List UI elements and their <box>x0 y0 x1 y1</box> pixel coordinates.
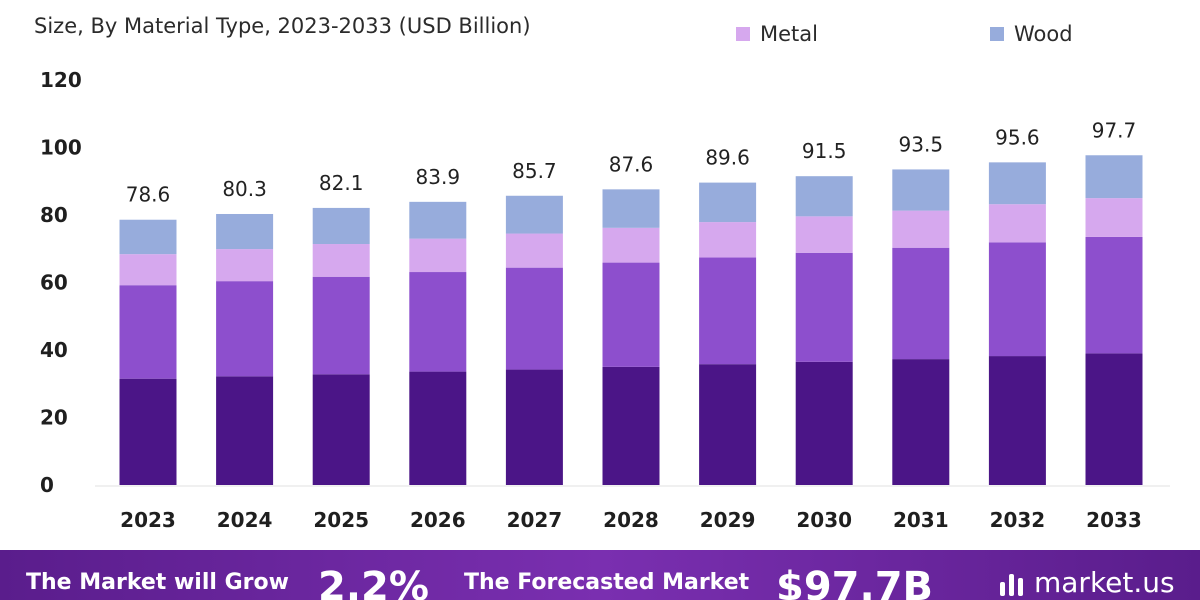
footer-forecast-value: $97.7B <box>776 564 934 600</box>
x-tick-label: 2026 <box>410 508 466 532</box>
bar-segment <box>1085 155 1143 199</box>
y-tick-label: 120 <box>40 68 82 92</box>
bar-segment <box>699 222 757 258</box>
bar-segment <box>795 216 853 253</box>
chart-subtitle: Size, By Material Type, 2023-2033 (USD B… <box>34 14 531 38</box>
x-tick-label: 2033 <box>1086 508 1142 532</box>
x-tick-label: 2028 <box>603 508 659 532</box>
bar-total-label: 97.7 <box>1092 118 1137 142</box>
bar-total-label: 95.6 <box>995 125 1040 149</box>
bar-segment <box>602 366 660 485</box>
bar-segment <box>892 247 950 360</box>
bar-segment <box>505 267 563 370</box>
bar-segment <box>505 369 563 485</box>
x-tick-label: 2027 <box>507 508 563 532</box>
bar-total-label: 93.5 <box>899 132 944 156</box>
legend-label-wood: Wood <box>1014 22 1073 46</box>
bar-segment <box>216 281 274 377</box>
bar-segment <box>699 364 757 485</box>
y-tick-label: 100 <box>40 136 82 160</box>
bar-segment <box>409 238 467 273</box>
bar-total-label: 91.5 <box>802 139 847 163</box>
y-tick-label: 80 <box>40 203 68 227</box>
bar-total-label: 80.3 <box>222 177 267 201</box>
footer-brand-label: market.us <box>1034 566 1175 599</box>
footer-forecast-text: The Forecasted Market <box>464 570 750 595</box>
bar-segment <box>312 276 370 375</box>
bar-segment <box>119 378 177 485</box>
bar-segment <box>1085 236 1143 354</box>
stacked-bar-chart: 0 20 40 60 80 100 120 78.6 2023 80.3 2024 82.1 2025 8… <box>40 68 1170 532</box>
bar-segment <box>119 254 177 286</box>
bar-segment <box>988 242 1046 357</box>
bar-segment <box>119 285 177 379</box>
footer-banner: The Market will Grow 2.2% The Forecasted… <box>0 550 1200 600</box>
bar-segment <box>505 233 563 268</box>
x-tick-label: 2023 <box>120 508 176 532</box>
legend-swatch-metal <box>736 27 750 41</box>
bar-total-label: 87.6 <box>609 152 654 176</box>
legend-item-wood: Wood <box>990 22 1073 46</box>
bar-segment <box>892 210 950 248</box>
bar-segment <box>892 359 950 485</box>
legend-label-metal: Metal <box>760 22 818 46</box>
bar-segment <box>699 182 757 223</box>
bar-segment <box>312 207 370 245</box>
bar-segment <box>602 262 660 367</box>
bar-segment <box>1085 198 1143 237</box>
legend-swatch-wood <box>990 27 1004 41</box>
bar-segment <box>312 374 370 485</box>
y-tick-label: 40 <box>40 338 68 362</box>
bar-segment <box>892 169 950 211</box>
x-tick-label: 2024 <box>217 508 273 532</box>
y-tick-label: 0 <box>40 473 54 497</box>
x-tick-label: 2025 <box>313 508 369 532</box>
bar-segment <box>602 189 660 228</box>
bar-segment <box>216 376 274 485</box>
bar-total-label: 82.1 <box>319 171 364 195</box>
bar-segment <box>602 227 660 263</box>
x-tick-label: 2029 <box>700 508 756 532</box>
bar-segment <box>216 249 274 282</box>
bar-segment <box>988 204 1046 243</box>
bar-segment <box>119 219 177 255</box>
bar-total-label: 78.6 <box>126 183 171 207</box>
bar-segment <box>795 252 853 362</box>
bar-segment <box>409 371 467 485</box>
bar-segment <box>312 244 370 277</box>
footer-cagr-value: 2.2% <box>318 564 429 600</box>
bar-segment <box>505 195 563 234</box>
bar-segment <box>988 356 1046 485</box>
y-tick-label: 20 <box>40 406 68 430</box>
footer-brand: market.us <box>1000 566 1175 599</box>
bar-segment <box>216 213 274 250</box>
x-tick-label: 2032 <box>990 508 1046 532</box>
bar-segment <box>699 257 757 365</box>
y-tick-label: 60 <box>40 271 68 295</box>
x-tick-label: 2031 <box>893 508 949 532</box>
footer-grow-text: The Market will Grow <box>26 570 289 595</box>
bar-segment <box>409 201 467 239</box>
legend-item-metal: Metal <box>736 22 818 46</box>
bar-total-label: 89.6 <box>705 146 750 170</box>
bar-segment <box>795 176 853 217</box>
bar-segment <box>795 361 853 485</box>
bar-segment <box>1085 353 1143 485</box>
bar-total-label: 83.9 <box>416 165 461 189</box>
bar-total-label: 85.7 <box>512 159 557 183</box>
market-us-logo-icon <box>1000 570 1026 596</box>
bar-segment <box>409 272 467 372</box>
bar-segment <box>988 162 1046 205</box>
x-tick-label: 2030 <box>796 508 852 532</box>
